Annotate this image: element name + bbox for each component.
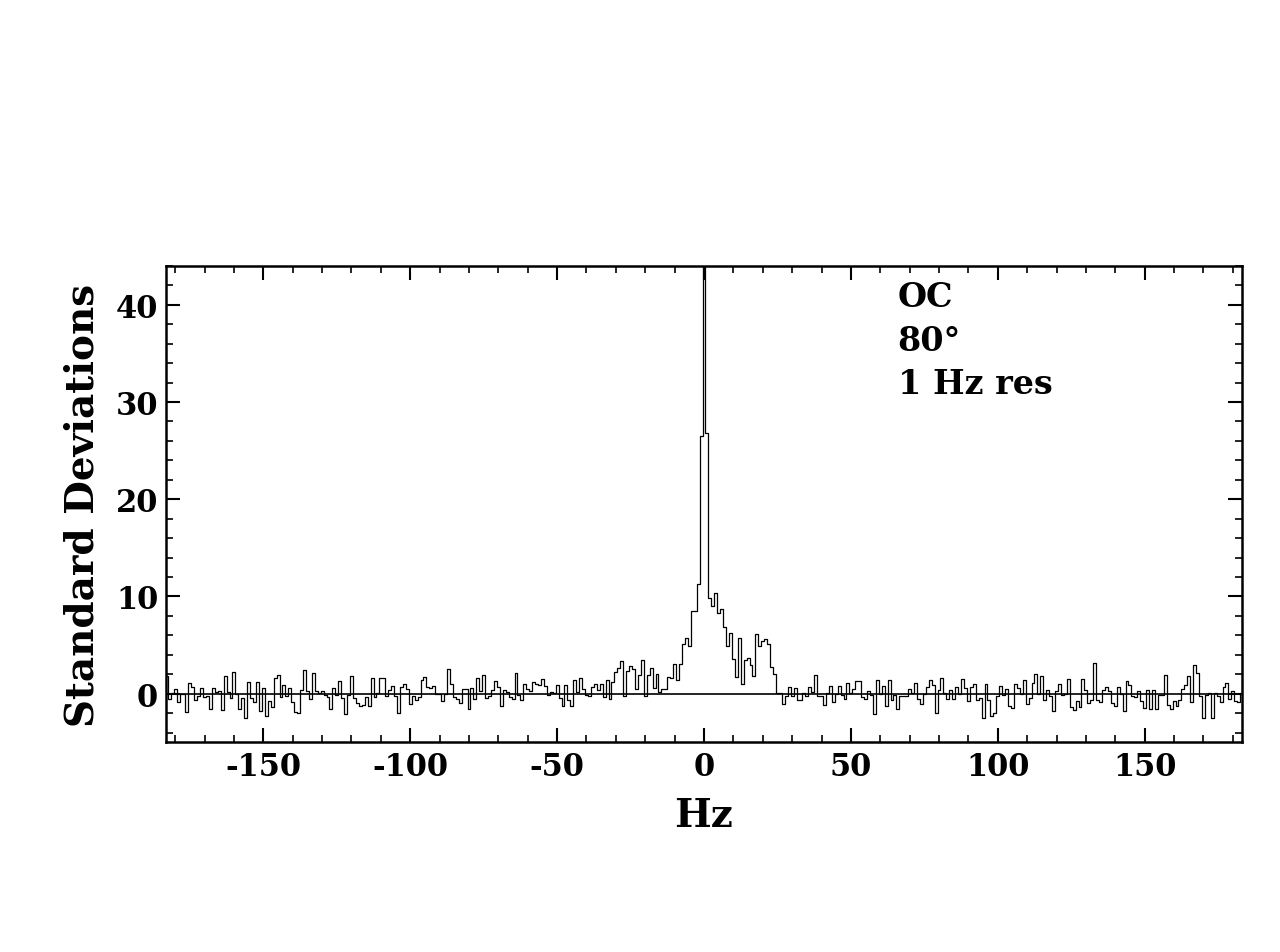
Y-axis label: Standard Deviations: Standard Deviations [64, 284, 101, 725]
X-axis label: Hz: Hz [675, 796, 733, 834]
Text: OC
80°
1 Hz res: OC 80° 1 Hz res [897, 281, 1052, 401]
